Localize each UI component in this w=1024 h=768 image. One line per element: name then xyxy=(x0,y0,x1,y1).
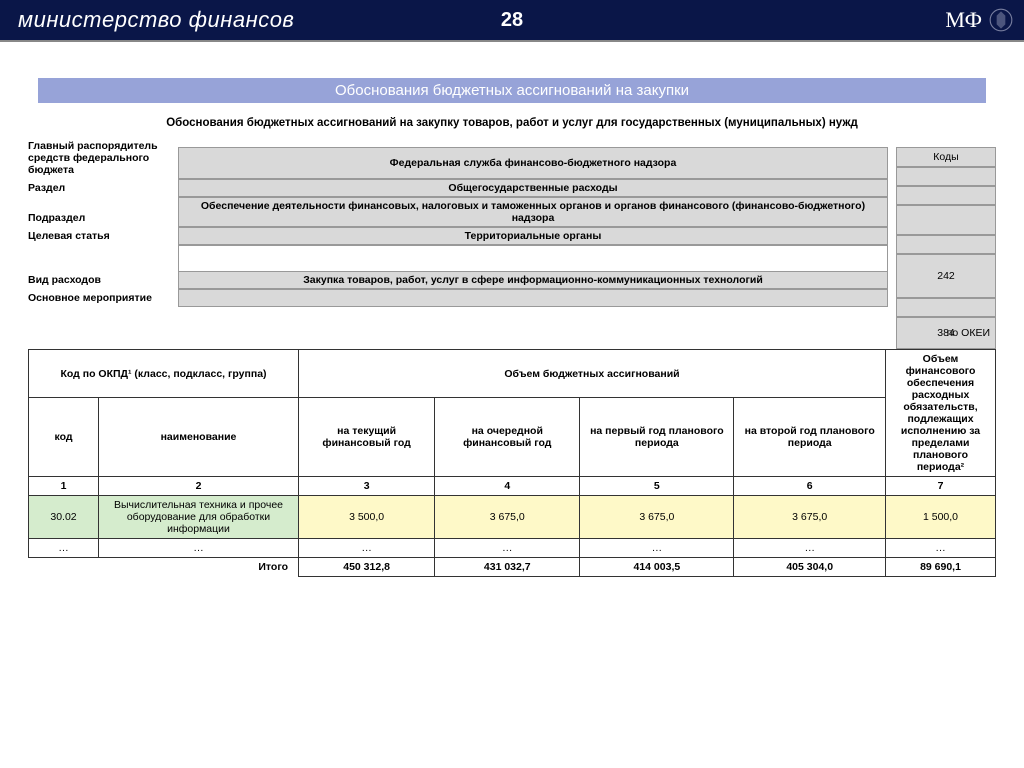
table-row: 30.02 Вычислительная техника и прочее об… xyxy=(29,496,996,539)
info-label: Основное мероприятие xyxy=(28,289,178,307)
th-vol: Объем бюджетных ассигнований xyxy=(299,350,886,398)
th-num: 1 xyxy=(29,477,99,496)
info-label: Раздел xyxy=(28,179,178,197)
cell: 450 312,8 xyxy=(299,558,435,577)
th-sub: код xyxy=(29,398,99,477)
th-num: 5 xyxy=(580,477,734,496)
info-label: Главный распорядитель средств федерально… xyxy=(28,147,178,179)
logo: МФ xyxy=(945,7,1014,33)
cell: … xyxy=(580,539,734,558)
sub-title: Обоснования бюджетных ассигнований на за… xyxy=(28,117,996,129)
info-label: Целевая статья xyxy=(28,227,178,245)
code-cell xyxy=(896,298,996,317)
info-blank xyxy=(178,245,888,271)
cell: 3 675,0 xyxy=(435,496,580,539)
cell: 405 304,0 xyxy=(734,558,886,577)
info-label: Подраздел xyxy=(28,197,178,227)
th-sub: наименование xyxy=(99,398,299,477)
cell: Вычислительная техника и прочее оборудов… xyxy=(99,496,299,539)
cell: … xyxy=(29,539,99,558)
emblem-icon xyxy=(988,7,1014,33)
header-bar: министерство финансов 28 МФ xyxy=(0,0,1024,42)
info-value xyxy=(178,289,888,307)
code-cell: 242 xyxy=(896,254,996,298)
th-sub: на очередной финансовый год xyxy=(435,398,580,477)
th-sub: на текущий финансовый год xyxy=(299,398,435,477)
title-band: Обоснования бюджетных ассигнований на за… xyxy=(38,78,986,103)
cell: 431 032,7 xyxy=(435,558,580,577)
cell: … xyxy=(299,539,435,558)
main-table: Код по ОКПД¹ (класс, подкласс, группа) О… xyxy=(28,349,996,577)
th-num: 4 xyxy=(435,477,580,496)
cell: 414 003,5 xyxy=(580,558,734,577)
th-num: 3 xyxy=(299,477,435,496)
info-value: Федеральная служба финансово-бюджетного … xyxy=(178,147,888,179)
table-row: … … … … … … … xyxy=(29,539,996,558)
info-grid: Главный распорядитель средств федерально… xyxy=(28,147,888,349)
code-cell xyxy=(896,186,996,205)
cell: 1 500,0 xyxy=(886,496,996,539)
cell: 3 675,0 xyxy=(580,496,734,539)
cell: 3 500,0 xyxy=(299,496,435,539)
th-num: 6 xyxy=(734,477,886,496)
cell xyxy=(29,558,99,577)
logo-text: МФ xyxy=(945,7,982,33)
th-sub: на второй год планового периода xyxy=(734,398,886,477)
info-value: Территориальные органы xyxy=(178,227,888,245)
info-value: Закупка товаров, работ, услуг в сфере ин… xyxy=(178,271,888,289)
cell: … xyxy=(99,539,299,558)
cell: 89 690,1 xyxy=(886,558,996,577)
cell: … xyxy=(734,539,886,558)
cell: 3 675,0 xyxy=(734,496,886,539)
codes-header: Коды xyxy=(896,147,996,167)
total-label: Итого xyxy=(99,558,299,577)
ministry-name: министерство финансов xyxy=(0,7,294,33)
th-col7: Объем финансового обеспечения расходных … xyxy=(886,350,996,477)
th-okpd: Код по ОКПД¹ (класс, подкласс, группа) xyxy=(29,350,299,398)
info-value: Общегосударственные расходы xyxy=(178,179,888,197)
info-value: Обеспечение деятельности финансовых, нал… xyxy=(178,197,888,227)
code-cell xyxy=(896,205,996,235)
cell: … xyxy=(435,539,580,558)
codes-column: Коды 242 384 xyxy=(896,147,996,349)
code-cell xyxy=(896,235,996,254)
th-num: 2 xyxy=(99,477,299,496)
th-sub: на первый год планового периода xyxy=(580,398,734,477)
cell: … xyxy=(886,539,996,558)
code-cell xyxy=(896,167,996,186)
content: Обоснования бюджетных ассигнований на за… xyxy=(0,42,1024,577)
info-block: Главный распорядитель средств федерально… xyxy=(28,147,996,349)
th-num: 7 xyxy=(886,477,996,496)
cell: 30.02 xyxy=(29,496,99,539)
table-row-total: Итого 450 312,8 431 032,7 414 003,5 405 … xyxy=(29,558,996,577)
page-number: 28 xyxy=(501,9,523,32)
info-label: Вид расходов xyxy=(28,245,178,289)
